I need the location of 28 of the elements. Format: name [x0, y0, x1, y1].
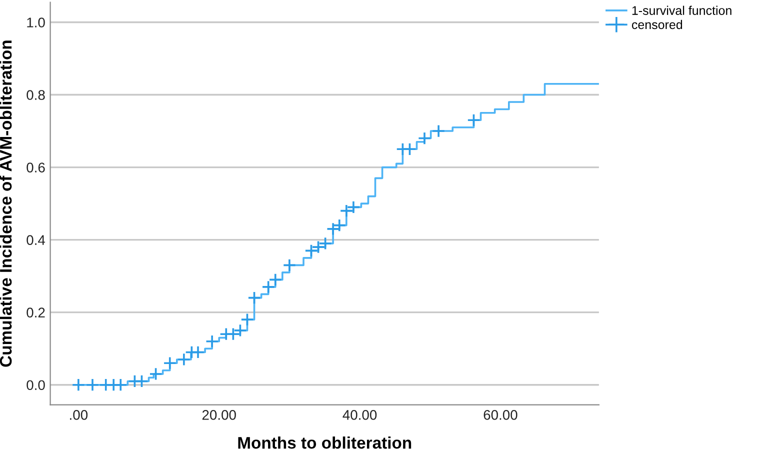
x-axis-title: Months to obliteration — [238, 436, 412, 449]
point — [191, 346, 205, 359]
y-tick-label: 1.0 — [27, 18, 45, 28]
legend-label: censored — [632, 20, 682, 30]
point — [240, 312, 254, 326]
x-tick-label: 60.00 — [484, 410, 518, 420]
point — [72, 378, 86, 392]
point — [432, 124, 446, 138]
point — [403, 142, 416, 156]
point — [467, 113, 480, 127]
point — [248, 291, 261, 305]
y-tick-label: 0.6 — [26, 162, 45, 172]
y-tick-label: 0.8 — [26, 90, 45, 100]
x-tick-label: 40.00 — [342, 410, 377, 420]
point — [135, 374, 148, 388]
legend-label: 1-survival function — [632, 6, 732, 15]
y-tick-label: 0.4 — [26, 235, 46, 245]
x-tick-label: 20.00 — [202, 410, 236, 420]
x-tick-label: .00 — [70, 410, 88, 420]
point — [86, 378, 100, 392]
point — [114, 378, 128, 392]
point — [163, 356, 177, 370]
point — [149, 367, 163, 381]
point — [282, 258, 296, 272]
point — [418, 132, 432, 145]
y-tick-label: 0.0 — [26, 380, 45, 390]
y-tick-label: 0.2 — [26, 308, 45, 318]
point — [205, 334, 219, 348]
